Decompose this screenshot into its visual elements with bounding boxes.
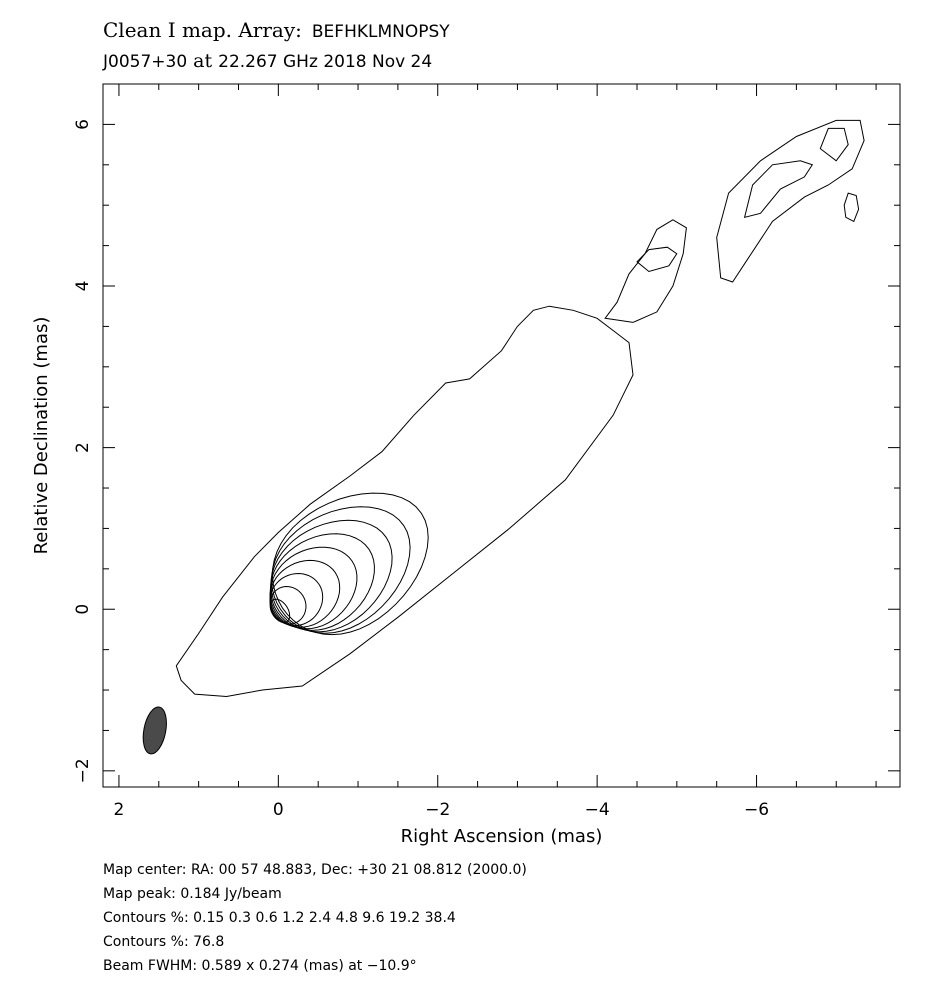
contours-line-1: Contours %: 0.15 0.3 0.6 1.2 2.4 4.8 9.6…: [103, 910, 456, 926]
observation-date: 2018 Nov 24: [323, 52, 433, 72]
x-tick-label: −6: [744, 800, 769, 820]
y-tick-label: 6: [73, 119, 93, 130]
map-peak: Map peak: 0.184 Jy/beam: [103, 886, 282, 902]
core-contour-19.2-percent: [269, 572, 324, 627]
core-contour-2.4-percent: [269, 533, 375, 631]
core-contour-38.4-percent: [269, 585, 307, 625]
core-contour-0.6-percent: [271, 506, 411, 634]
array-name: BEFHKLMNOPSY: [311, 22, 450, 42]
map-center: Map center: RA: 00 57 48.883, Dec: +30 2…: [103, 862, 527, 878]
y-tick-label: −2: [73, 758, 93, 783]
contour-knot-4.5: [604, 219, 687, 323]
x-tick-label: −2: [425, 800, 450, 820]
x-tick-label: 2: [114, 800, 125, 820]
core-contour-1.2-percent: [270, 519, 393, 633]
beam-fwhm: Beam FWHM: 0.589 x 0.274 (mas) at −10.9°: [103, 958, 417, 974]
contour-isolated-blob: [843, 192, 860, 223]
map-info: Map center: RA: 00 57 48.883, Dec: +30 2…: [103, 858, 527, 978]
beam-ellipse: [142, 706, 167, 755]
plot-frame: [102, 83, 901, 788]
chart-title: Clean I map. Array: BEFHKLMNOPSY: [103, 18, 450, 42]
chart-subtitle: J0057+30 at 22.267 GHz 2018 Nov 24: [103, 50, 432, 72]
x-tick-label: −4: [585, 800, 610, 820]
contour-outer-jet-inner: [743, 160, 814, 218]
contours-line-2: Contours %: 76.8: [103, 934, 225, 950]
x-axis-label: Right Ascension (mas): [401, 826, 603, 847]
contour-knot-4.5-inner: [636, 246, 678, 273]
contour-layer: [142, 119, 865, 755]
title-prefix: Clean I map. Array:: [103, 18, 302, 42]
contour-outer-jet-knot: [819, 127, 849, 162]
source-name: J0057+30: [103, 52, 188, 72]
y-tick-label: 4: [73, 281, 93, 292]
core-contour-76.8-percent: [269, 598, 291, 624]
y-axis-label: Relative Declination (mas): [31, 317, 52, 555]
core-contour-4.8-percent: [269, 546, 358, 630]
at-word: at: [193, 50, 213, 72]
core-contour-0.3-percent: [271, 492, 429, 636]
y-tick-label: 0: [73, 604, 93, 615]
core-contour-9.6-percent: [269, 559, 341, 628]
contour-jet-envelope: [175, 305, 634, 698]
y-tick-label: 2: [73, 442, 93, 453]
axis-layer: 2 0 −2 −4 −6 −2 0 2 4 6 Right Ascension (mas) Relat…: [31, 83, 900, 847]
contour-outer-jet: [716, 119, 865, 283]
x-tick-label: 0: [273, 800, 284, 820]
frequency: 22.267 GHz: [218, 52, 318, 72]
